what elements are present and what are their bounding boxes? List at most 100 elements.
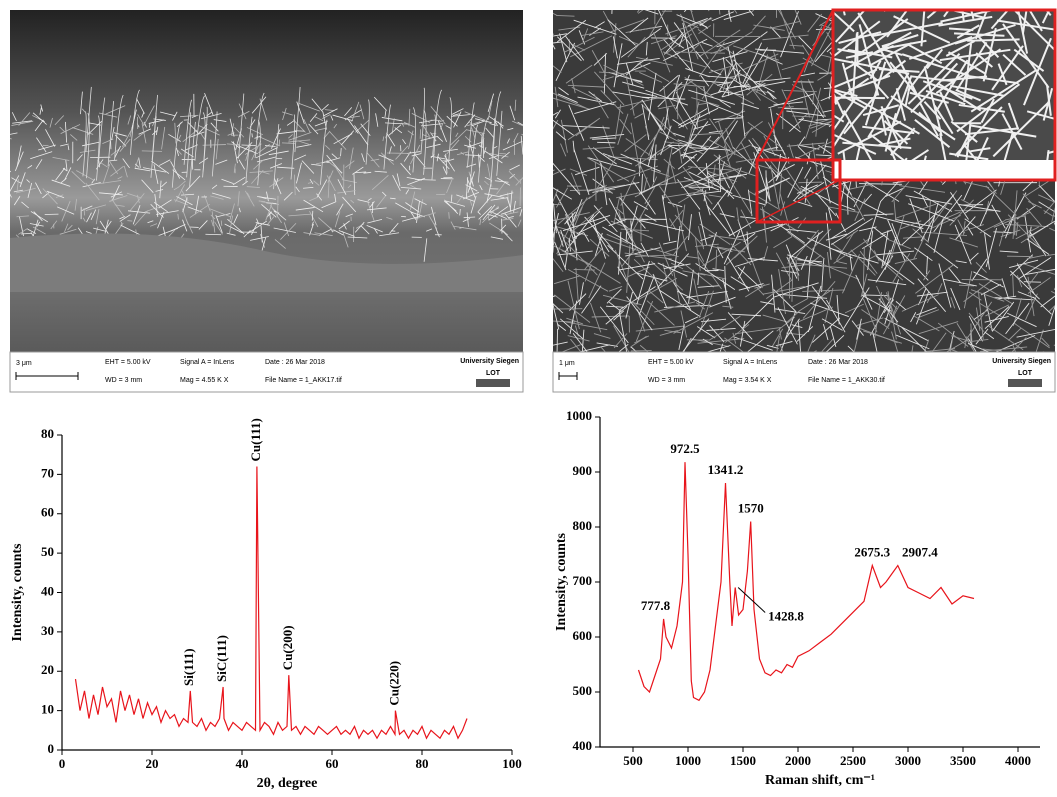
x-axis-label: 2θ, degree: [257, 776, 318, 791]
file-name: File Name = 1_AKK30.tif: [808, 377, 885, 384]
fibre: [667, 145, 691, 146]
fibre: [522, 134, 532, 139]
y-tick-label: 0: [48, 741, 55, 756]
peak-label: 1570: [738, 500, 764, 515]
fibre: [149, 123, 150, 128]
x-tick-label: 80: [416, 756, 429, 771]
sem-inset-bar: [833, 160, 1055, 180]
y-tick-label: 400: [573, 738, 593, 753]
x-tick-label: 3000: [895, 753, 921, 768]
x-tick-label: 4000: [1005, 753, 1031, 768]
institution: University Siegen: [460, 358, 519, 365]
fibre: [655, 0, 656, 24]
y-tick-label: 40: [41, 583, 54, 598]
figure: 3 μm EHT = 5.00 kV WD = 3 mm Signal A = InL…: [0, 0, 1057, 797]
y-tick-label: 50: [41, 544, 54, 559]
charts: 020406080100010203040506070802θ, degreeI…: [10, 408, 1040, 791]
y-tick-label: 600: [573, 628, 593, 643]
y-tick-label: 60: [41, 505, 54, 520]
axes: [600, 417, 1040, 747]
peak-label: Cu(111): [248, 418, 263, 461]
annotation-arrow: [738, 588, 765, 613]
fibre: [312, 211, 313, 221]
eht: EHT = 5.00 kV: [105, 359, 151, 366]
y-tick-label: 70: [41, 465, 54, 480]
x-tick-label: 1000: [675, 753, 701, 768]
scale-bar-label: 1 μm: [559, 360, 575, 367]
axes: [62, 435, 512, 750]
logo-box: [476, 379, 510, 387]
x-tick-label: 1500: [730, 753, 756, 768]
peak-label: 2907.4: [902, 544, 938, 559]
fibre: [526, 296, 556, 305]
logo: LOT: [486, 370, 501, 377]
scale-bar-label: 3 μm: [16, 360, 32, 367]
date: Date : 26 Mar 2018: [808, 359, 868, 366]
x-tick-label: 3500: [950, 753, 976, 768]
y-tick-label: 10: [41, 702, 54, 717]
fibre: [766, 170, 767, 203]
x-tick-label: 40: [236, 756, 249, 771]
mag: Mag = 3.54 K X: [723, 377, 772, 384]
fibre: [451, 195, 452, 202]
fibre: [205, 234, 221, 235]
fibre: [519, 219, 553, 248]
y-tick-label: 900: [573, 463, 593, 478]
peak-label: Cu(200): [280, 625, 295, 670]
date: Date : 26 Mar 2018: [265, 359, 325, 366]
fibre: [0, 170, 10, 179]
fibre: [597, 142, 615, 143]
peak-label: 1428.8: [768, 608, 804, 623]
y-tick-label: 20: [41, 662, 54, 677]
x-tick-label: 2000: [785, 753, 811, 768]
y-axis-label: Intensity, counts: [10, 543, 25, 642]
logo: LOT: [1018, 370, 1033, 377]
fibre: [967, 39, 1019, 40]
fibre: [282, 143, 295, 144]
figure-canvas: 3 μm EHT = 5.00 kV WD = 3 mm Signal A = InL…: [0, 0, 1057, 797]
info-bar: [553, 352, 1055, 392]
x-tick-label: 20: [146, 756, 159, 771]
peak-label: 1341.2: [708, 462, 744, 477]
fibre: [626, 231, 627, 241]
eht: EHT = 5.00 kV: [648, 359, 694, 366]
sem-info-bars: 3 μm EHT = 5.00 kV WD = 3 mm Signal A = InL…: [10, 352, 1055, 392]
wd: WD = 3 mm: [648, 377, 685, 384]
file-name: File Name = 1_AKK17.tif: [265, 377, 342, 384]
sem-image-left: [10, 10, 523, 352]
institution: University Siegen: [992, 358, 1051, 365]
fibre: [557, 329, 558, 353]
fibre: [0, 136, 12, 139]
y-tick-label: 500: [573, 683, 593, 698]
signal: Signal A = InLens: [723, 359, 778, 366]
fibre: [678, 1, 692, 12]
x-tick-label: 0: [59, 756, 66, 771]
x-tick-label: 2500: [840, 753, 866, 768]
y-tick-label: 30: [41, 623, 54, 638]
y-tick-label: 800: [573, 518, 593, 533]
data-line: [639, 462, 975, 700]
y-tick-label: 700: [573, 573, 593, 588]
y-axis-label: Intensity, counts: [554, 532, 569, 631]
fibre: [541, 170, 554, 178]
x-tick-label: 60: [326, 756, 339, 771]
fibre: [699, 0, 710, 11]
fibre: [543, 0, 553, 35]
data-line: [76, 467, 468, 739]
peak-label: 2675.3: [854, 544, 890, 559]
peak-label: 777.8: [641, 598, 671, 613]
fibre: [221, 221, 222, 226]
peak-label: SiC(111): [214, 635, 229, 682]
peak-label: Si(111): [181, 648, 196, 686]
peak-label: Cu(220): [386, 661, 401, 706]
x-tick-label: 100: [502, 756, 522, 771]
wd: WD = 3 mm: [105, 377, 142, 384]
y-tick-label: 80: [41, 426, 54, 441]
fibre: [449, 212, 450, 219]
x-tick-label: 500: [623, 753, 643, 768]
mag: Mag = 4.55 K X: [180, 377, 229, 384]
logo-box: [1008, 379, 1042, 387]
x-axis-label: Raman shift, cm⁻¹: [765, 773, 875, 788]
signal: Signal A = InLens: [180, 359, 235, 366]
peak-label: 972.5: [670, 441, 700, 456]
